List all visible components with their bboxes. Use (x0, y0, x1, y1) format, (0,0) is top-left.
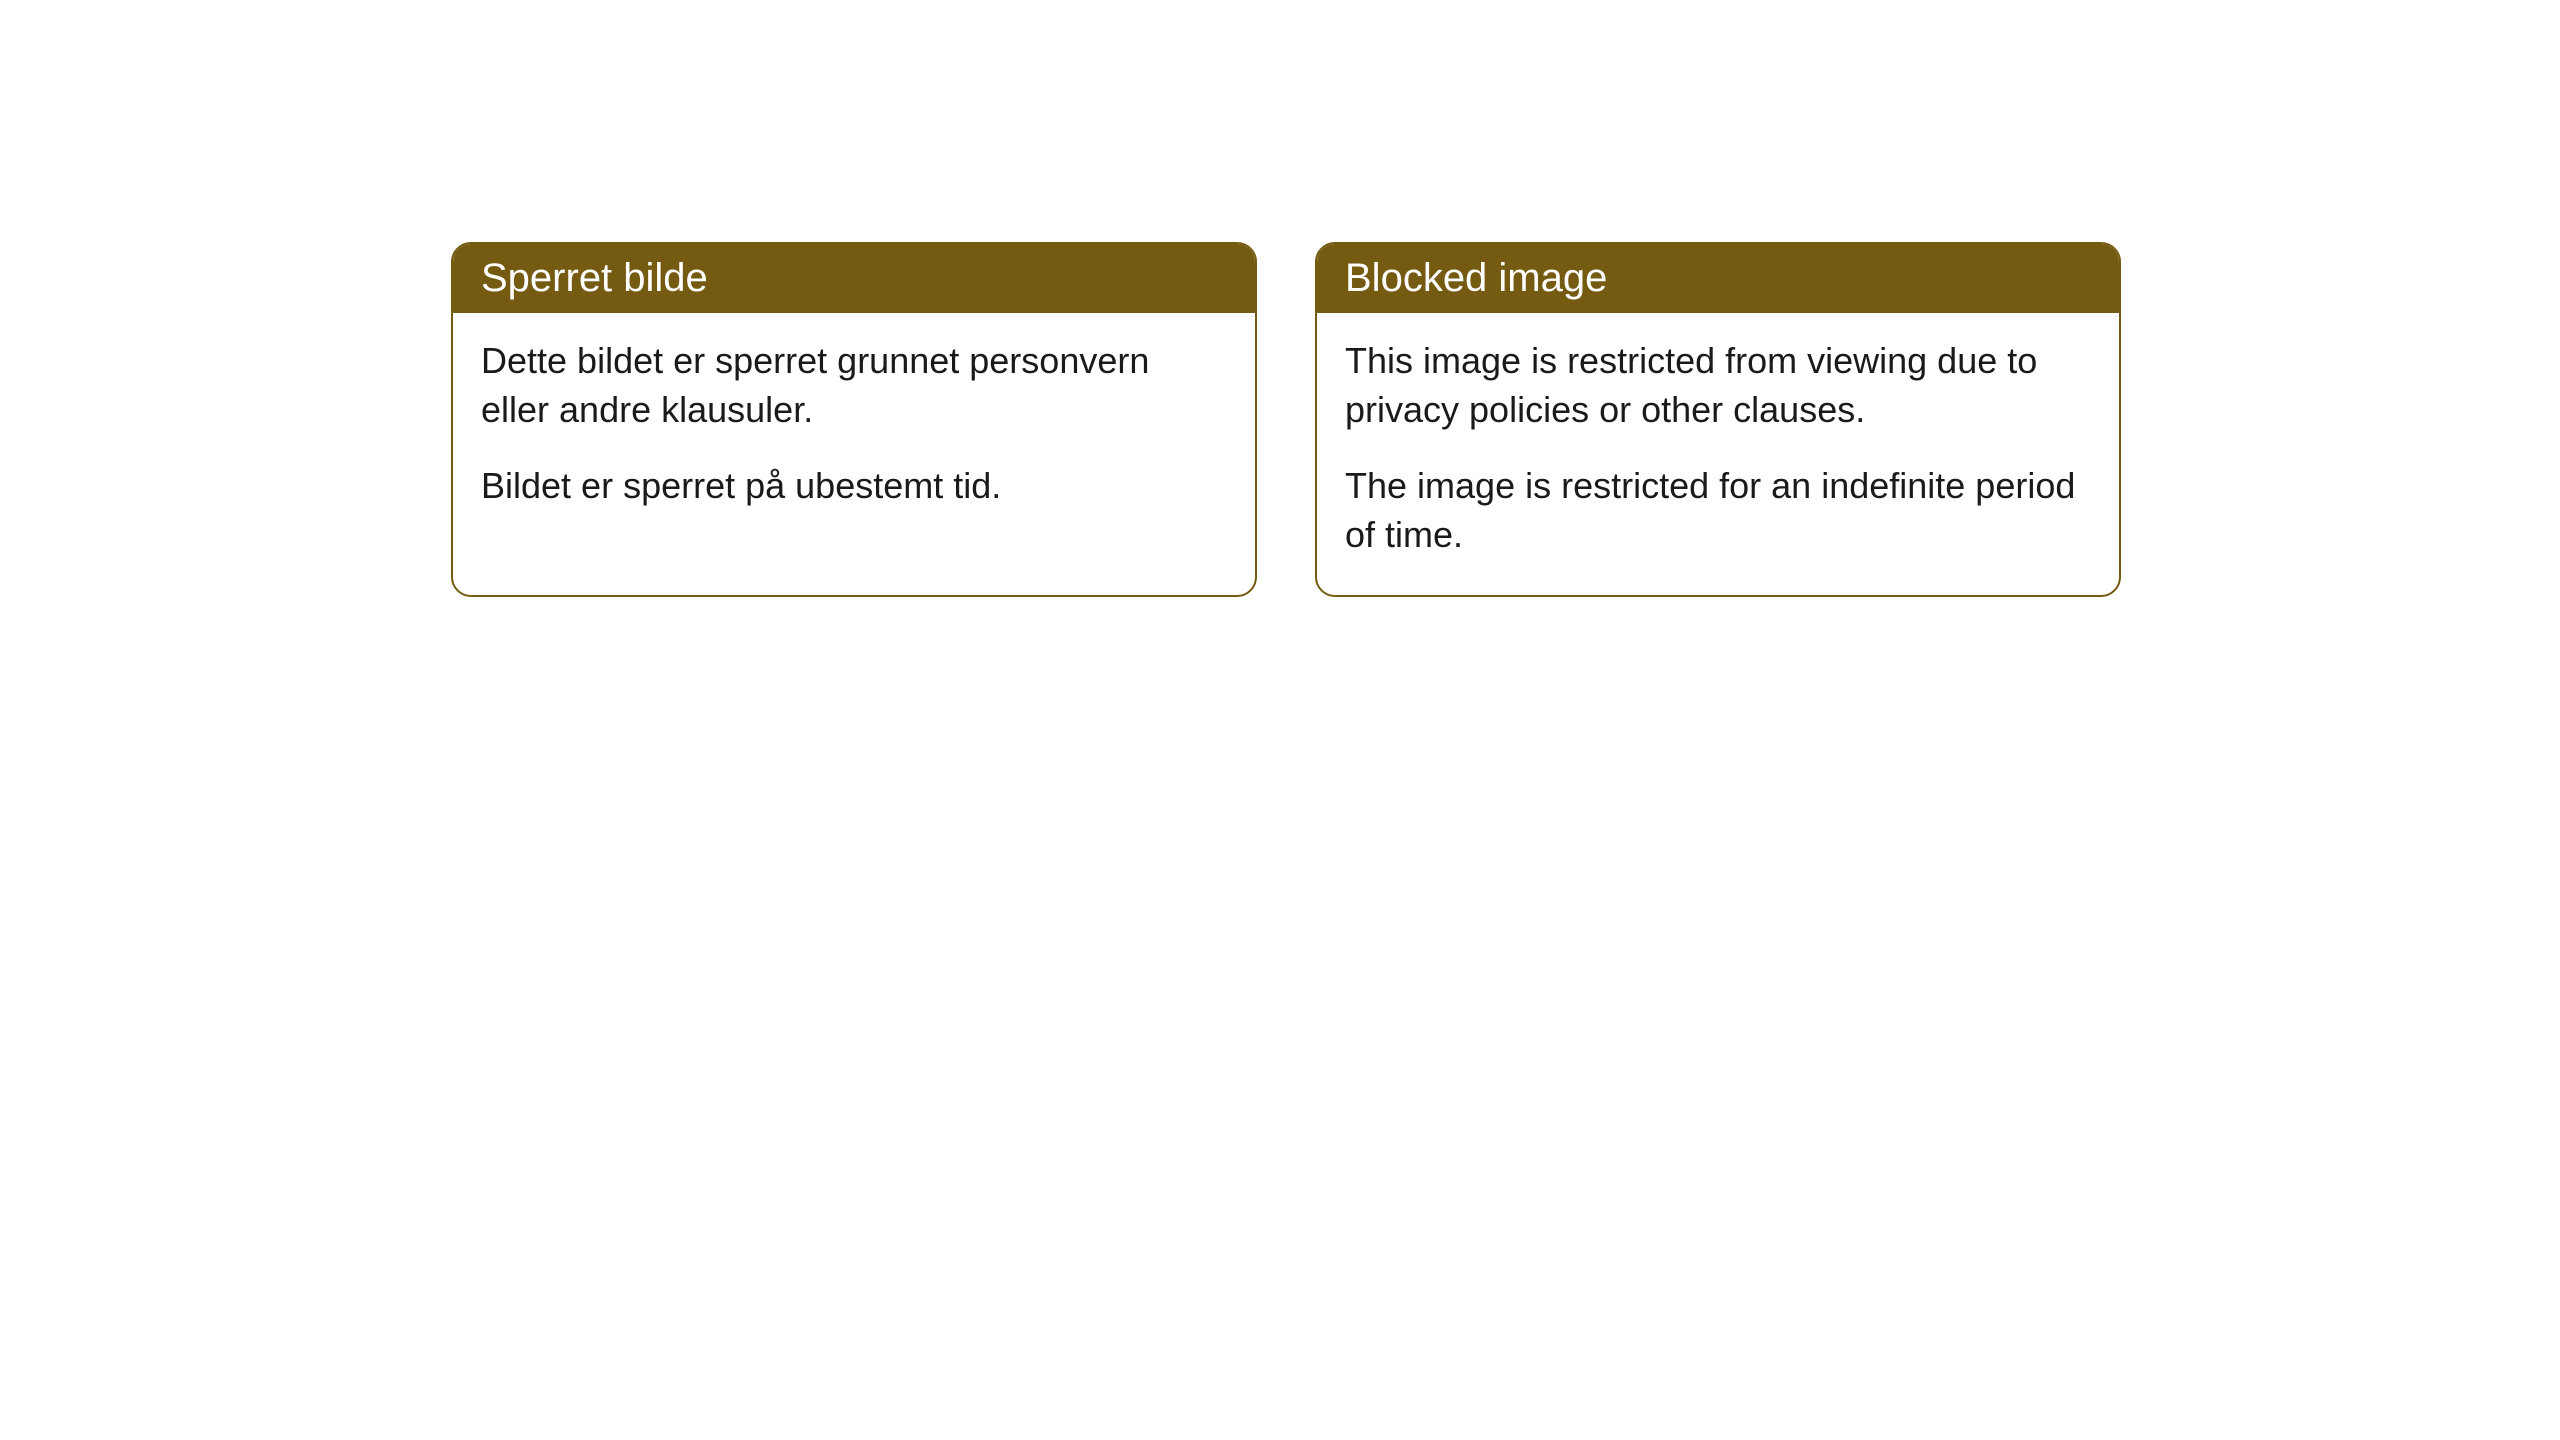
card-paragraph-1-english: This image is restricted from viewing du… (1345, 337, 2091, 434)
notice-cards-container: Sperret bilde Dette bildet er sperret gr… (451, 242, 2121, 597)
card-header-norwegian: Sperret bilde (453, 244, 1255, 313)
card-paragraph-1-norwegian: Dette bildet er sperret grunnet personve… (481, 337, 1227, 434)
card-paragraph-2-english: The image is restricted for an indefinit… (1345, 462, 2091, 559)
card-paragraph-2-norwegian: Bildet er sperret på ubestemt tid. (481, 462, 1227, 511)
blocked-image-card-norwegian: Sperret bilde Dette bildet er sperret gr… (451, 242, 1257, 597)
card-header-english: Blocked image (1317, 244, 2119, 313)
card-body-norwegian: Dette bildet er sperret grunnet personve… (453, 313, 1255, 547)
card-body-english: This image is restricted from viewing du… (1317, 313, 2119, 595)
blocked-image-card-english: Blocked image This image is restricted f… (1315, 242, 2121, 597)
